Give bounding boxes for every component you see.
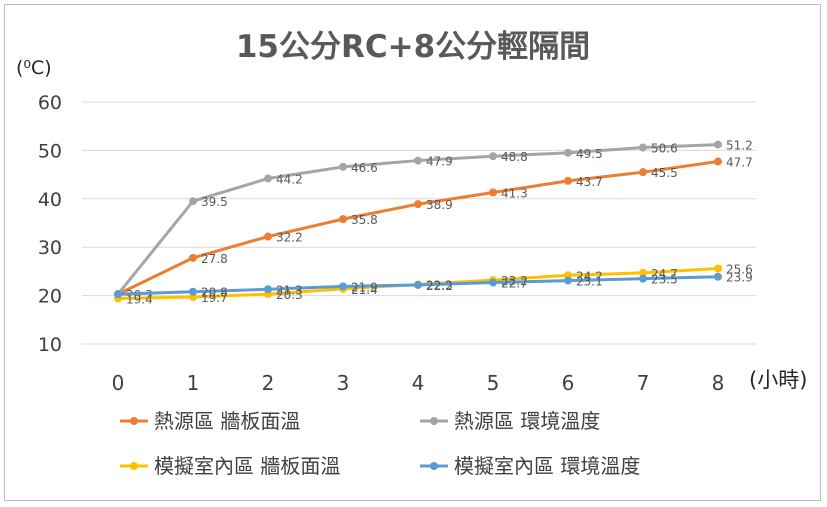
data-label: 47.7 — [726, 156, 753, 170]
data-label: 47.9 — [426, 155, 453, 169]
data-point — [714, 140, 722, 149]
legend-item-4: 模擬室內區 環境溫度 — [420, 454, 640, 478]
chart-title: 15公分RC+8公分輕隔間 — [236, 29, 590, 65]
data-point — [639, 143, 647, 152]
y-axis-unit: (⁰C) — [16, 57, 52, 79]
data-label: 19.4 — [126, 293, 153, 307]
data-point — [564, 276, 572, 285]
data-label: 21.9 — [351, 280, 378, 294]
x-tick-label: 8 — [712, 371, 725, 395]
y-tick-label: 10 — [38, 334, 62, 356]
data-point — [564, 148, 572, 157]
data-point — [714, 264, 722, 273]
legend-marker — [130, 417, 138, 425]
data-point — [639, 168, 647, 177]
data-point — [639, 274, 647, 283]
data-label: 27.8 — [201, 252, 228, 266]
data-point — [414, 200, 422, 209]
data-label: 20.3 — [276, 288, 303, 302]
data-point — [489, 278, 497, 287]
data-point — [489, 188, 497, 197]
data-label: 20.8 — [201, 286, 228, 300]
data-label: 44.2 — [276, 172, 303, 186]
data-label: 39.5 — [201, 195, 228, 209]
y-tick-label: 20 — [38, 286, 62, 308]
legend-item-3: 模擬室內區 牆板面溫 — [120, 454, 340, 478]
legend-label: 模擬室內區 環境溫度 — [454, 454, 640, 478]
data-point — [414, 280, 422, 289]
x-tick-label: 6 — [562, 371, 575, 395]
data-label: 25.6 — [726, 262, 753, 276]
data-point — [339, 162, 347, 171]
x-tick-label: 0 — [112, 371, 125, 395]
data-point — [264, 174, 272, 183]
x-tick-label: 5 — [487, 371, 500, 395]
data-label: 35.8 — [351, 213, 378, 227]
legend-marker — [430, 462, 438, 470]
data-point — [189, 287, 197, 296]
data-point — [414, 156, 422, 165]
legend-item-1: 熱源區 牆板面溫 — [120, 409, 300, 433]
x-tick-label: 2 — [262, 371, 275, 395]
y-tick-label: 30 — [38, 237, 62, 259]
data-point — [339, 215, 347, 224]
legend-label: 熱源區 牆板面溫 — [154, 409, 300, 433]
chart-frame — [4, 4, 821, 501]
data-label: 23.9 — [726, 271, 753, 285]
data-label: 21.3 — [276, 283, 303, 297]
data-point — [339, 282, 347, 291]
data-label: 50.6 — [651, 141, 678, 155]
data-label: 32.2 — [276, 231, 303, 245]
legend-label: 熱源區 環境溫度 — [454, 409, 600, 433]
data-label: 41.3 — [501, 187, 528, 201]
data-point — [564, 176, 572, 185]
data-label: 38.9 — [426, 198, 453, 212]
legend-marker — [130, 462, 138, 470]
legend-item-2: 熱源區 環境溫度 — [420, 409, 600, 433]
data-label: 46.6 — [351, 161, 378, 175]
data-label: 43.7 — [576, 175, 603, 189]
data-label: 23.1 — [576, 275, 603, 289]
data-point — [189, 253, 197, 262]
data-point — [264, 232, 272, 241]
x-tick-label: 1 — [187, 371, 200, 395]
data-label: 22.2 — [426, 279, 453, 293]
data-point — [114, 290, 122, 299]
data-point — [264, 285, 272, 294]
series-4: 20.8 21.3 21.9 22.2 22.7 23.1 23.5 23.9 — [114, 271, 753, 300]
legend-marker — [430, 417, 438, 425]
x-tick-label: 3 — [337, 371, 350, 395]
y-tick-label: 40 — [38, 189, 62, 211]
series-2: 20.3 39.5 44.2 46.6 47.9 48.8 49.5 50.6 51.2 — [114, 139, 753, 302]
data-label: 45.5 — [651, 166, 678, 180]
data-point — [639, 268, 647, 277]
data-label: 19.7 — [201, 291, 228, 305]
data-label: 48.8 — [501, 150, 528, 164]
series-line — [116, 143, 719, 296]
data-point — [714, 157, 722, 166]
x-tick-label: 4 — [412, 371, 425, 395]
data-point — [714, 272, 722, 281]
x-tick-label: 7 — [637, 371, 650, 395]
data-label: 23.5 — [651, 273, 678, 287]
data-point — [189, 197, 197, 206]
data-label: 49.5 — [576, 147, 603, 161]
x-axis-unit: (小時) — [749, 368, 807, 392]
legend-label: 模擬室內區 牆板面溫 — [154, 454, 340, 478]
data-label: 22.7 — [501, 277, 528, 291]
data-point — [489, 152, 497, 161]
y-tick-label: 50 — [38, 140, 62, 162]
data-label: 51.2 — [726, 139, 753, 153]
y-tick-label: 60 — [38, 92, 62, 114]
